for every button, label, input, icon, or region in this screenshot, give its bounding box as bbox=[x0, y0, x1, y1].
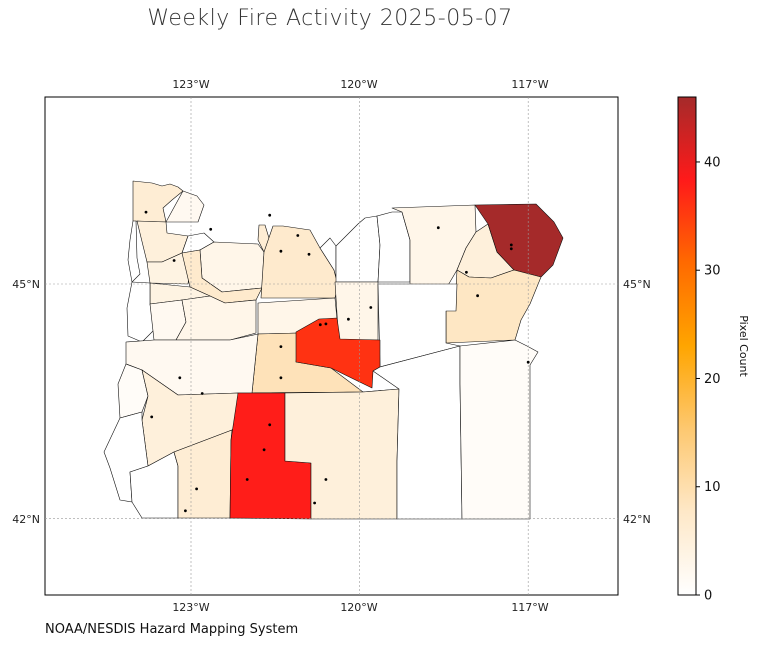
fire-point bbox=[313, 501, 316, 505]
county-layer bbox=[103, 180, 564, 520]
lat-tick-right-45: 45°N bbox=[623, 278, 651, 291]
fire-point bbox=[279, 249, 283, 253]
fire-point bbox=[150, 415, 154, 419]
fire-point bbox=[509, 247, 513, 251]
fire-point bbox=[262, 448, 266, 452]
fire-point bbox=[465, 270, 468, 274]
county-tillamook bbox=[127, 220, 141, 283]
fire-point bbox=[178, 376, 182, 380]
colorbar-ticks: 0 10 20 30 40 bbox=[696, 155, 721, 604]
fire-point bbox=[144, 210, 148, 214]
county-columbia bbox=[165, 190, 205, 223]
fire-point bbox=[476, 294, 479, 298]
fire-point bbox=[245, 478, 249, 481]
colorbar-tick-label: 30 bbox=[704, 264, 721, 279]
fire-point bbox=[195, 487, 199, 491]
lat-tick-left-42: 42°N bbox=[12, 513, 40, 526]
county-malheur bbox=[459, 339, 539, 520]
fire-point bbox=[268, 423, 272, 427]
colorbar-tick-label: 0 bbox=[704, 589, 712, 604]
lon-tick-bottom-120: 120°W bbox=[340, 601, 377, 614]
lon-tick-top-120: 120°W bbox=[340, 78, 377, 91]
county-lincoln bbox=[126, 281, 155, 343]
colorbar-tick-label: 10 bbox=[704, 480, 721, 495]
county-linn bbox=[175, 295, 257, 341]
fire-point bbox=[268, 213, 272, 217]
source-credit: NOAA/NESDIS Hazard Mapping System bbox=[45, 622, 299, 637]
lon-tick-top-117: 117°W bbox=[511, 78, 548, 91]
lat-tick-left-45: 45°N bbox=[12, 278, 40, 291]
colorbar-tick-label: 20 bbox=[704, 372, 721, 387]
lon-tick-bottom-117: 117°W bbox=[511, 601, 548, 614]
fire-point bbox=[209, 227, 213, 231]
fire-point bbox=[307, 252, 311, 256]
county-wheeler bbox=[334, 281, 379, 343]
fire-point bbox=[279, 345, 283, 348]
fire-point bbox=[184, 509, 187, 513]
map-title: Weekly Fire Activity 2025-05-07 bbox=[147, 6, 513, 31]
gridlines bbox=[45, 97, 618, 595]
colorbar bbox=[677, 96, 697, 596]
fire-point bbox=[369, 306, 373, 309]
fire-point bbox=[318, 323, 322, 327]
fire-point bbox=[436, 226, 440, 230]
fire-points-layer bbox=[144, 210, 530, 513]
lon-tick-bottom-123: 123°W bbox=[172, 601, 209, 614]
fire-point bbox=[347, 317, 350, 321]
county-wallowa bbox=[474, 203, 564, 278]
lon-tick-top-123: 123°W bbox=[172, 78, 209, 91]
fire-point bbox=[296, 234, 300, 237]
colorbar-label: Pixel Count bbox=[737, 315, 750, 377]
fire-point bbox=[526, 360, 530, 364]
fire-point bbox=[279, 376, 283, 380]
fire-point bbox=[324, 478, 328, 481]
fire-point bbox=[509, 243, 513, 247]
colorbar-tick-label: 40 bbox=[704, 155, 721, 170]
fire-point bbox=[172, 259, 176, 262]
lat-tick-right-42: 42°N bbox=[623, 513, 651, 526]
fire-point bbox=[324, 322, 328, 326]
fire-point bbox=[200, 392, 204, 395]
county-umatilla bbox=[391, 204, 477, 288]
